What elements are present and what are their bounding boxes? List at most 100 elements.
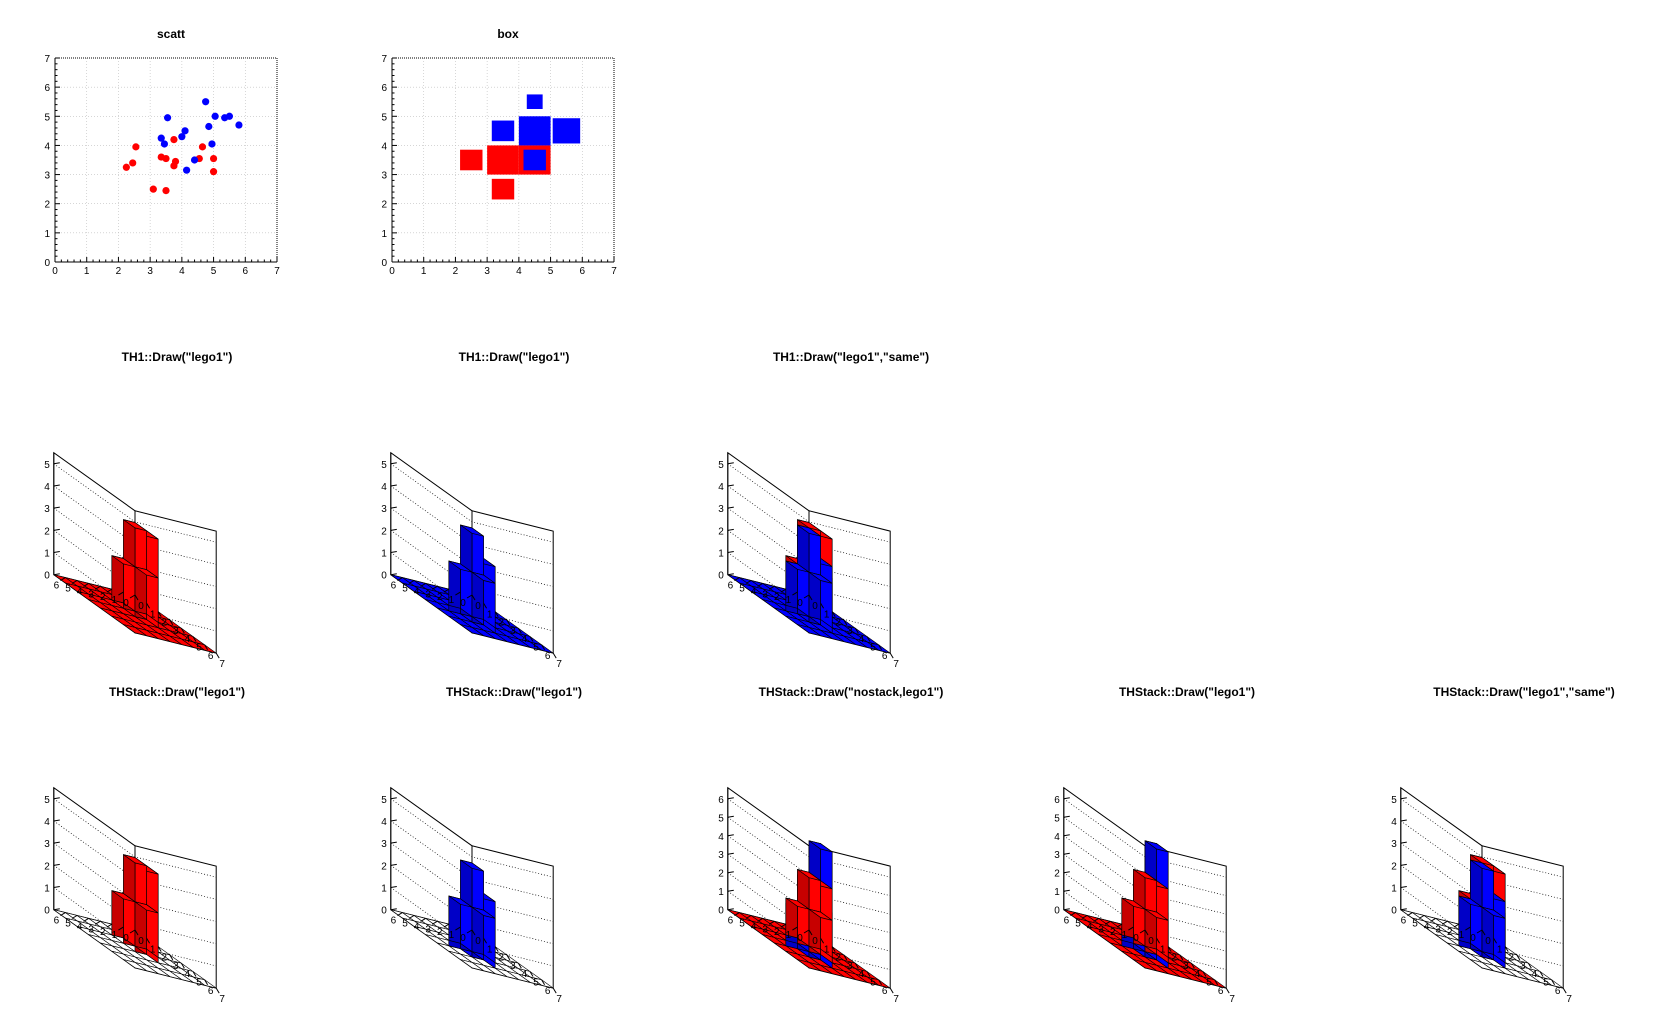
x-tick-label: 6 [1218, 986, 1224, 997]
x-tick-mark [157, 946, 162, 952]
z-tick-mark [727, 797, 734, 800]
x-tick-label: 1 [824, 944, 830, 955]
x-tick-label: 3 [510, 626, 516, 637]
y-tick-mark [768, 585, 775, 590]
blue-scatter-point [208, 140, 216, 148]
x-tick-mark [215, 652, 220, 659]
x-tick-mark [831, 946, 836, 952]
y-tick-label: 4 [414, 586, 420, 597]
x-tick-label: 4 [185, 634, 191, 645]
x-tick-mark [541, 644, 546, 651]
red-bar-top [123, 854, 147, 867]
y-tick-label: 0 [123, 598, 129, 609]
z-tick-mark [727, 852, 734, 855]
x-tick-mark [1551, 979, 1556, 986]
y-tick-mark [408, 915, 415, 919]
wall-grid-line [1400, 798, 1564, 878]
x-tick-label: 6 [580, 266, 586, 277]
blue-bar-top [448, 895, 473, 908]
y-tick-label: 5 [44, 112, 50, 123]
floor-cell [1470, 959, 1494, 971]
z-tick-mark [727, 908, 734, 911]
y-tick-label: 5 [739, 919, 745, 930]
z-tick-label: 4 [1054, 832, 1060, 843]
blue-bar-top [448, 560, 473, 573]
y-tick-label: 6 [1064, 916, 1070, 927]
y-tick-label: 3 [1098, 924, 1104, 935]
blue-scatter-point [211, 112, 219, 120]
x-tick-mark [552, 652, 557, 659]
y-tick-mark [745, 580, 752, 584]
x-tick-mark [169, 954, 174, 961]
y-tick-label: 1 [112, 930, 118, 941]
x-tick-mark [1179, 954, 1184, 961]
z-tick-label: 1 [381, 884, 387, 895]
y-tick-label: 6 [391, 581, 397, 592]
x-tick-mark [506, 619, 511, 626]
z-tick-label: 2 [381, 526, 387, 537]
y-tick-mark [1465, 926, 1471, 931]
x-tick-label: 2 [116, 266, 122, 277]
y-tick-label: 1 [44, 229, 50, 240]
red-bar-top [111, 555, 136, 568]
y-tick-label: 2 [381, 200, 387, 211]
x-tick-label: 7 [1229, 994, 1235, 1005]
x-tick-mark [866, 971, 871, 977]
z-tick-mark [53, 797, 60, 800]
y-tick-label: 1 [449, 595, 455, 606]
x-tick-mark [146, 938, 151, 944]
y-tick-label: 4 [414, 921, 420, 932]
y-tick-label: 1 [1459, 930, 1465, 941]
z-tick-mark [727, 484, 734, 487]
blue-scatter-point [190, 156, 199, 164]
x-tick-label: 6 [882, 986, 888, 997]
z-tick-label: 5 [381, 460, 387, 471]
z-tick-label: 3 [44, 839, 50, 850]
y-tick-mark [443, 588, 450, 593]
y-tick-mark [466, 594, 473, 599]
y-tick-label: 6 [54, 916, 60, 927]
z-tick-mark [727, 871, 734, 874]
y-tick-label: 2 [100, 927, 106, 938]
z-tick-label: 1 [381, 549, 387, 560]
x-tick-label: 0 [389, 266, 395, 277]
y-tick-label: 0 [381, 258, 387, 269]
x-tick-label: 1 [84, 266, 90, 277]
red-scatter-point [198, 143, 207, 151]
x-tick-label: 3 [173, 626, 179, 637]
x-tick-mark [1539, 971, 1544, 977]
y-tick-label: 4 [44, 141, 50, 152]
z-tick-mark [53, 863, 60, 866]
y-tick-label: 6 [54, 581, 60, 592]
y-tick-label: 5 [381, 112, 387, 123]
y-tick-mark [1116, 923, 1123, 928]
z-tick-mark [53, 841, 60, 844]
y-tick-mark [420, 917, 426, 922]
y-tick-mark [118, 926, 124, 931]
blue-box-cell [552, 118, 581, 144]
z-tick-label: 0 [381, 906, 387, 917]
z-tick-mark [727, 573, 734, 576]
x-tick-mark [517, 627, 522, 634]
y-tick-label: 3 [44, 171, 50, 182]
plot-title: THStack::Draw("nostack,lego1") [759, 685, 944, 699]
plot-title: box [497, 27, 519, 41]
blue-box-cell [518, 116, 551, 146]
x-tick-label: 7 [556, 994, 562, 1005]
z-tick-label: 5 [44, 795, 50, 806]
blue-bar-top [785, 560, 810, 573]
blue-bar-top [1458, 895, 1483, 908]
z-tick-mark [1063, 834, 1070, 837]
x-tick-label: 5 [533, 643, 539, 654]
y-tick-label: 7 [44, 54, 50, 65]
y-tick-label: 4 [751, 586, 757, 597]
x-tick-label: 6 [1555, 986, 1561, 997]
z-tick-mark [53, 573, 60, 576]
x-tick-label: 7 [893, 994, 899, 1005]
red-bar-top [134, 566, 159, 579]
x-tick-label: 3 [1520, 961, 1526, 972]
x-tick-mark [483, 603, 488, 609]
x-tick-mark [134, 929, 139, 936]
z-tick-mark [53, 908, 60, 911]
z-tick-label: 2 [718, 526, 724, 537]
